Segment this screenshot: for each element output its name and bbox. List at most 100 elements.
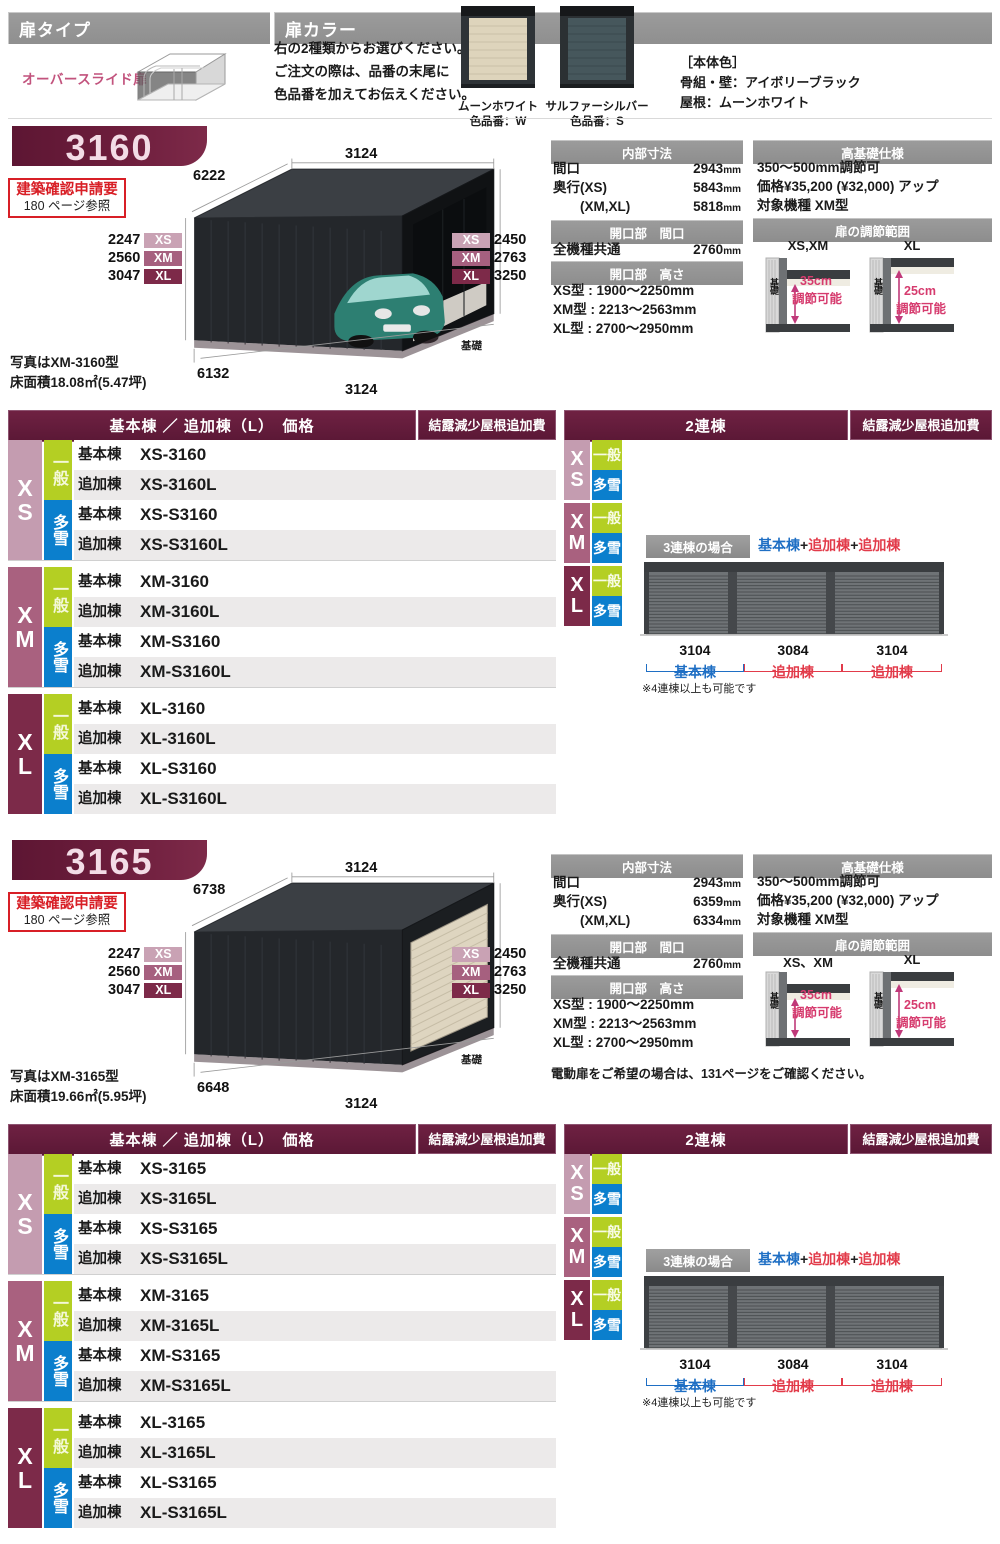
price-row-price[interactable] — [314, 1281, 416, 1311]
foundation-kiso-label: 基礎 — [769, 278, 779, 294]
price-row-price[interactable] — [314, 694, 416, 724]
price-row-extra[interactable] — [418, 1154, 556, 1184]
price-row-extra[interactable] — [418, 724, 556, 754]
price-row-extra[interactable] — [418, 1311, 556, 1341]
price-snow-cell-general: 一般 — [44, 1408, 72, 1468]
price-row-extra[interactable] — [418, 1214, 556, 1244]
two-unit-extra[interactable] — [850, 440, 992, 470]
price-row-price[interactable] — [314, 754, 416, 784]
price-row-price[interactable] — [314, 470, 416, 500]
door-adjust-range-title: 扉の調節範囲 — [753, 932, 992, 956]
price-row-extra[interactable] — [418, 500, 556, 530]
three-unit-legend-base: 基本棟 — [758, 1251, 800, 1267]
price-row-price[interactable] — [314, 1498, 416, 1528]
high-foundation-title: 高基礎仕様 — [753, 854, 992, 878]
price-row-price[interactable] — [314, 784, 416, 814]
price-row-price[interactable] — [314, 440, 416, 470]
internal-dimension-value: 2943 — [693, 161, 724, 176]
three-unit-brace — [744, 664, 842, 672]
price-row-extra[interactable] — [418, 440, 556, 470]
price-row-model: XS-3160 — [140, 445, 207, 464]
price-row-price[interactable] — [314, 724, 416, 754]
price-row-price[interactable] — [314, 627, 416, 657]
price-row-extra[interactable] — [418, 567, 556, 597]
internal-dimensions-title: 内部寸法 — [551, 854, 743, 878]
two-unit-extra[interactable] — [850, 1154, 992, 1184]
price-row-extra[interactable] — [418, 1408, 556, 1438]
price-row-extra[interactable] — [418, 1184, 556, 1214]
price-row-extra[interactable] — [418, 1281, 556, 1311]
internal-dimension-label: 奥行(XS) — [553, 894, 607, 909]
two-unit-extra[interactable] — [850, 1217, 992, 1247]
two-unit-price[interactable] — [622, 1217, 848, 1247]
swatch-sulfur-silver-name: サルファーシルバー — [545, 101, 649, 113]
price-row-type: 基本棟 — [78, 447, 122, 463]
two-unit-price[interactable] — [622, 470, 848, 500]
two-unit-extra[interactable] — [850, 1184, 992, 1214]
price-row-extra[interactable] — [418, 530, 556, 560]
price-snow-cell-general: 一般 — [44, 1154, 72, 1214]
two-unit-extra[interactable] — [850, 470, 992, 500]
price-row-type: 基本棟 — [78, 701, 122, 717]
price-row-price[interactable] — [314, 1438, 416, 1468]
price-row-price[interactable] — [314, 530, 416, 560]
two-unit-extra[interactable] — [850, 1247, 992, 1277]
price-row-extra[interactable] — [418, 657, 556, 687]
three-unit-label: 追加棟 — [871, 1378, 913, 1394]
price-row-price[interactable] — [314, 567, 416, 597]
two-unit-price[interactable] — [622, 1184, 848, 1214]
price-row-price[interactable] — [314, 597, 416, 627]
price-row-price[interactable] — [314, 1244, 416, 1274]
opening-height-title: 開口部 高さ — [551, 261, 743, 285]
two-unit-snow-cell-heavy-snow: 多雪 — [592, 1184, 622, 1214]
price-row-price[interactable] — [314, 1341, 416, 1371]
price-row-price[interactable] — [314, 657, 416, 687]
two-unit-extra[interactable] — [850, 503, 992, 533]
price-row-model: XM-3160 — [140, 572, 209, 591]
price-size-letter: L — [17, 1467, 33, 1493]
door-type-label: オーバースライド扉 — [22, 72, 148, 87]
internal-dimension-row: (XM,XL) 6334mm — [551, 912, 745, 930]
three-unit-dim-value: 3104 — [842, 1356, 942, 1372]
internal-dimensions-title: 内部寸法 — [551, 140, 743, 164]
price-row-model: XM-3165 — [140, 1286, 209, 1305]
price-row-model: XS-3165L — [140, 1189, 217, 1208]
price-row-model: XS-3160L — [140, 475, 217, 494]
price-row-extra[interactable] — [418, 597, 556, 627]
two-unit-price[interactable] — [622, 503, 848, 533]
two-unit-price[interactable] — [622, 440, 848, 470]
two-unit-size-letter: M — [568, 1246, 586, 1268]
right-height-size-chip: XL — [452, 982, 490, 998]
price-row-price[interactable] — [314, 1468, 416, 1498]
left-height-value: 2247 — [108, 232, 141, 248]
price-row-extra[interactable] — [418, 1341, 556, 1371]
swatch-sulfur-silver — [555, 0, 639, 101]
price-row-extra[interactable] — [418, 694, 556, 724]
price-row-type: 基本棟 — [78, 507, 122, 523]
internal-dimension-unit: mm — [723, 203, 741, 214]
price-row-type: 追加棟 — [78, 1378, 122, 1394]
price-row-extra[interactable] — [418, 754, 556, 784]
price-row-price[interactable] — [314, 1214, 416, 1244]
price-row-price[interactable] — [314, 1154, 416, 1184]
price-row-extra[interactable] — [418, 470, 556, 500]
price-size-letter: M — [15, 626, 35, 652]
price-row-price[interactable] — [314, 1184, 416, 1214]
price-row-price[interactable] — [314, 500, 416, 530]
price-row-price[interactable] — [314, 1311, 416, 1341]
price-row-extra[interactable] — [418, 1438, 556, 1468]
price-row-price[interactable] — [314, 1371, 416, 1401]
price-row-extra[interactable] — [418, 1371, 556, 1401]
door-adjust-amount: 35cm — [800, 274, 832, 288]
two-unit-extra[interactable] — [850, 533, 992, 563]
price-row-extra[interactable] — [418, 784, 556, 814]
price-row-extra[interactable] — [418, 1244, 556, 1274]
price-row-extra[interactable] — [418, 627, 556, 657]
price-row-extra[interactable] — [418, 1498, 556, 1528]
price-row-price[interactable] — [314, 1408, 416, 1438]
price-row-extra[interactable] — [418, 1468, 556, 1498]
two-unit-price[interactable] — [622, 1154, 848, 1184]
two-unit-size-letter: X — [570, 511, 584, 533]
